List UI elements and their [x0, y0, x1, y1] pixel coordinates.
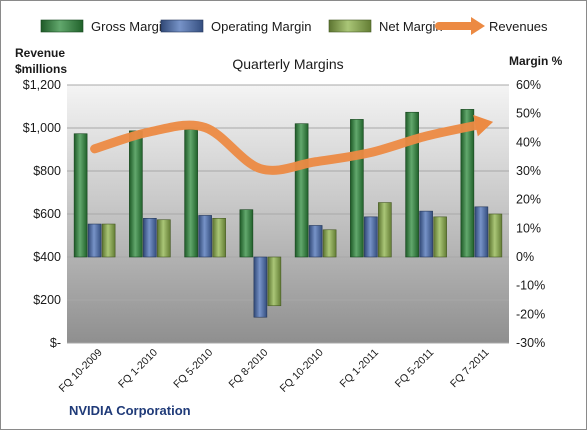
- category-label: FQ 10-2009: [57, 347, 105, 395]
- bar-gross-margin: [294, 123, 309, 258]
- revenue-line-path: [90, 119, 486, 175]
- bar-net-margin: [433, 216, 447, 258]
- category-label: FQ 7-2011: [448, 347, 492, 391]
- category-label: FQ 5-2010: [171, 347, 215, 391]
- bar-net-margin: [322, 229, 337, 258]
- right-tick-label: 60%: [516, 78, 541, 92]
- bar-net-margin: [157, 219, 171, 258]
- right-tick-label: -10%: [516, 279, 545, 293]
- left-tick-label: $1,200: [23, 78, 61, 92]
- chart-title: Quarterly Margins: [232, 56, 343, 72]
- bar-operating-margin: [198, 215, 212, 258]
- bar-operating-margin: [419, 210, 433, 258]
- bar-gross-margin: [460, 109, 475, 258]
- bar-gross-margin: [350, 119, 364, 258]
- legend-label-operating-margin: Operating Margin: [211, 19, 311, 34]
- bar-gross-margin: [184, 129, 198, 258]
- legend-arrow-icon: [471, 17, 485, 35]
- left-tick-label: $-: [50, 336, 61, 350]
- left-tick-label: $600: [33, 207, 61, 221]
- bar-gross-margin: [73, 133, 88, 258]
- bar-gross-margin: [129, 130, 143, 258]
- bar-net-margin: [101, 223, 116, 258]
- revenue-arrowhead: [473, 114, 494, 137]
- right-tick-label: -30%: [516, 336, 545, 350]
- left-axis-title-line1: Revenue: [15, 46, 65, 60]
- category-label: FQ 8-2010: [227, 347, 271, 391]
- legend-label-net-margin: Net Margin: [379, 19, 443, 34]
- right-tick-label: 40%: [516, 135, 541, 149]
- legend-swatch-net-margin: [328, 19, 372, 33]
- bar-gross-margin: [239, 209, 254, 258]
- bar-net-margin: [267, 256, 282, 307]
- right-tick-label: 50%: [516, 107, 541, 121]
- legend-label-gross-margin: Gross Margin: [91, 19, 169, 34]
- legend: Gross Margin Operating Margin Net Margin Re…: [40, 17, 548, 35]
- category-label: FQ 5-2011: [393, 347, 437, 391]
- bar-operating-margin: [364, 216, 378, 258]
- category-label: FQ 1-2010: [116, 347, 160, 391]
- bar-operating-margin: [474, 206, 489, 258]
- category-labels: FQ 10-2009 FQ 1-2010 FQ 5-2010 FQ 8-2010 FQ …: [57, 347, 492, 395]
- right-tick-label: 0%: [516, 250, 534, 264]
- bar-operating-margin: [87, 223, 102, 258]
- left-tick-label: $800: [33, 164, 61, 178]
- right-tick-label: -20%: [516, 307, 545, 321]
- right-tick-label: 20%: [516, 193, 541, 207]
- category-label: FQ 1-2011: [338, 347, 382, 391]
- left-axis-title-line2: $millions: [15, 62, 67, 76]
- right-tick-label: 30%: [516, 164, 541, 178]
- right-axis-ticks: -30% -20% -10% 0% 10% 20% 30% 40% 50% 60%: [516, 78, 545, 350]
- bar-gross-margin: [405, 111, 419, 258]
- footer-company-name: NVIDIA Corporation: [69, 403, 191, 418]
- bar-net-margin: [212, 218, 226, 258]
- bar-operating-margin: [143, 218, 157, 258]
- category-label: FQ 10-2010: [278, 347, 326, 395]
- bar-net-margin: [488, 213, 503, 258]
- legend-swatch-gross-margin: [40, 19, 84, 33]
- left-axis-ticks: $- $200 $400 $600 $800 $1,000 $1,200: [23, 78, 61, 350]
- legend-label-revenues: Revenues: [489, 19, 548, 34]
- revenue-line: [90, 114, 494, 175]
- bar-series: [73, 109, 503, 318]
- left-tick-label: $400: [33, 250, 61, 264]
- left-tick-label: $200: [33, 293, 61, 307]
- bar-operating-margin: [253, 256, 268, 318]
- right-tick-label: 10%: [516, 221, 541, 235]
- legend-swatch-operating-margin: [160, 19, 204, 33]
- bar-net-margin: [378, 202, 392, 258]
- left-tick-label: $1,000: [23, 121, 61, 135]
- right-axis-title: Margin %: [509, 54, 563, 68]
- bar-operating-margin: [308, 225, 323, 258]
